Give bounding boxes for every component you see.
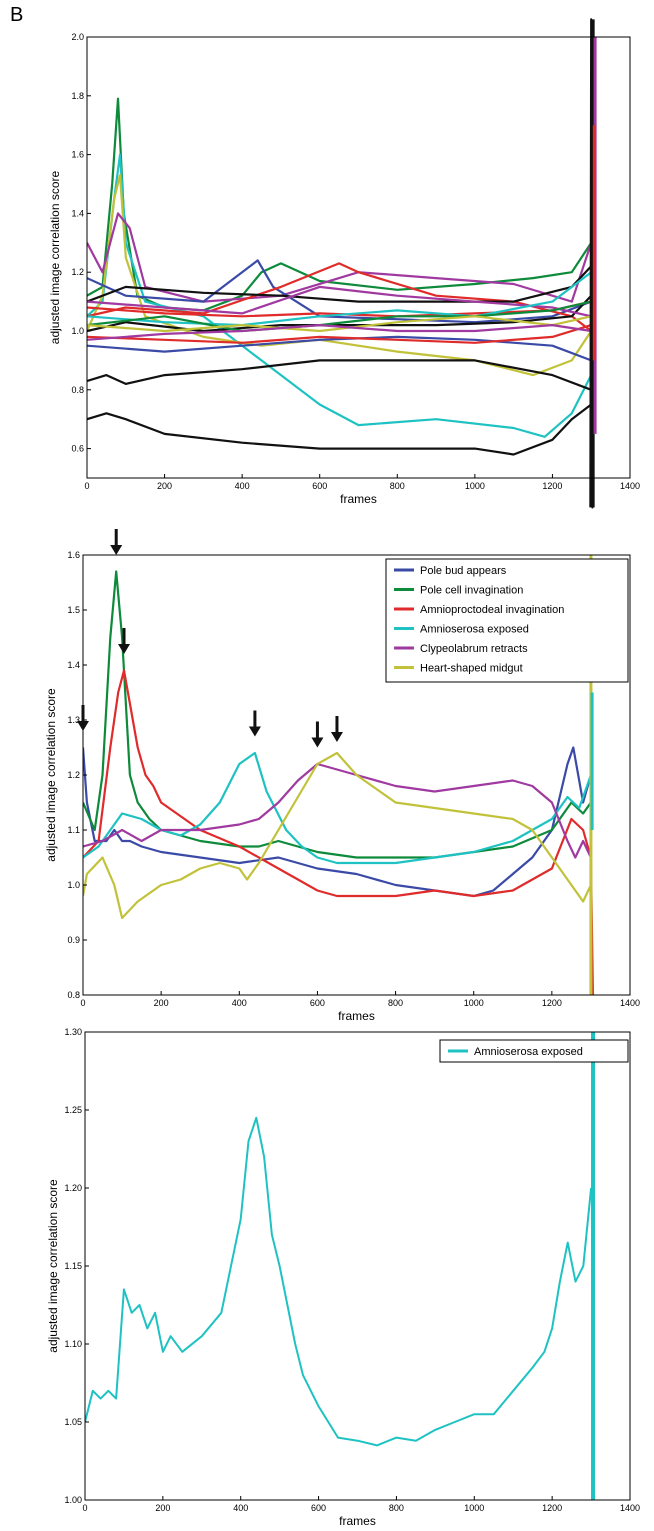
legend-label: Amnioserosa exposed bbox=[420, 624, 529, 636]
peak-arrow bbox=[118, 628, 131, 654]
peak-arrow bbox=[330, 716, 343, 742]
legend-label: Pole cell invagination bbox=[420, 585, 523, 597]
legend-label: Amnioserosa exposed bbox=[474, 1046, 583, 1058]
chart-2: 0 200 400 600 800 1000 1200 1400 0.8 0.9 1.0 1.1 1.2… bbox=[44, 529, 640, 1023]
x-tick-label: 1000 bbox=[464, 998, 484, 1008]
y-tick-label: 0.9 bbox=[67, 935, 80, 945]
x-tick-label: 800 bbox=[390, 481, 405, 491]
y-tick-label: 1.2 bbox=[67, 770, 80, 780]
series-line-3 bbox=[83, 669, 594, 996]
legend: Amnioserosa exposed bbox=[439, 1039, 629, 1063]
panel-label: B bbox=[10, 4, 24, 26]
series-line-9 bbox=[87, 265, 593, 303]
peak-arrow bbox=[248, 710, 261, 737]
x-tick-label: 600 bbox=[310, 998, 325, 1008]
series-line-2 bbox=[83, 570, 592, 859]
x-axis-label: frames bbox=[339, 1514, 376, 1528]
y-tick-label: 2.0 bbox=[71, 32, 84, 42]
series-line-16 bbox=[87, 315, 592, 333]
y-axis-label: adjusted image correlation score bbox=[46, 1179, 60, 1353]
y-tick-label: 1.05 bbox=[64, 1417, 82, 1427]
y-tick-label: 1.6 bbox=[71, 150, 84, 160]
y-tick-label: 1.1 bbox=[67, 825, 80, 835]
series-line-4 bbox=[87, 212, 593, 303]
x-tick-label: 800 bbox=[389, 1503, 404, 1513]
x-axis-label: frames bbox=[338, 1009, 375, 1023]
series-group bbox=[85, 1032, 596, 1500]
x-tick-label: 1000 bbox=[464, 1503, 484, 1513]
y-tick-label: 1.10 bbox=[64, 1339, 82, 1349]
series-group bbox=[87, 18, 595, 509]
y-tick-label: 0.8 bbox=[67, 990, 80, 1000]
legend: Pole bud appears Pole cell invagination Am… bbox=[385, 558, 629, 683]
x-tick-label: 1200 bbox=[542, 481, 562, 491]
chart-3: 0 200 400 600 800 1000 1200 1400 1.00 1.05 1.10 1.1… bbox=[46, 1027, 640, 1528]
chart-1: 0 200 400 600 800 1000 1200 1400 0.6 0.8 1.0 1.2 1.4… bbox=[48, 18, 640, 509]
y-tick-label: 1.5 bbox=[67, 605, 80, 615]
x-tick-label: 600 bbox=[312, 481, 327, 491]
y-tick-label: 1.4 bbox=[71, 208, 84, 218]
series-line-12 bbox=[87, 285, 592, 318]
x-tick-label: 0 bbox=[82, 1503, 87, 1513]
series-group bbox=[83, 555, 594, 996]
x-tick-label: 0 bbox=[84, 481, 89, 491]
x-tick-label: 1400 bbox=[620, 481, 640, 491]
y-tick-label: 1.00 bbox=[64, 1495, 82, 1505]
series-line-1 bbox=[85, 1116, 593, 1447]
y-tick-label: 1.0 bbox=[67, 880, 80, 890]
y-tick-label: 1.20 bbox=[64, 1183, 82, 1193]
y-tick-label: 1.30 bbox=[64, 1027, 82, 1037]
x-axis-label: frames bbox=[340, 492, 377, 506]
series-line-6 bbox=[83, 751, 592, 920]
peak-arrow bbox=[77, 705, 89, 731]
y-axis-label: adjusted image correlation score bbox=[48, 170, 62, 344]
x-tick-label: 1000 bbox=[465, 481, 485, 491]
x-tick-label: 400 bbox=[233, 1503, 248, 1513]
x-tick-label: 1200 bbox=[542, 1503, 562, 1513]
y-tick-label: 0.6 bbox=[71, 444, 84, 454]
x-tick-label: 1400 bbox=[620, 998, 640, 1008]
series-line-14 bbox=[87, 300, 592, 333]
x-tick-label: 1200 bbox=[542, 998, 562, 1008]
legend-label: Heart-shaped midgut bbox=[420, 663, 523, 675]
x-tick-label: 200 bbox=[154, 998, 169, 1008]
series-line-8 bbox=[87, 359, 592, 391]
series-line-6 bbox=[87, 262, 592, 332]
peak-arrow bbox=[110, 529, 123, 555]
y-tick-label: 1.25 bbox=[64, 1105, 82, 1115]
legend-label: Pole bud appears bbox=[420, 565, 507, 577]
series-line-17 bbox=[87, 324, 592, 344]
series-line-7 bbox=[87, 403, 592, 456]
y-tick-label: 1.2 bbox=[71, 267, 84, 277]
x-tick-label: 200 bbox=[157, 481, 172, 491]
legend-label: Amnioproctodeal invagination bbox=[420, 604, 564, 616]
series-line-13 bbox=[87, 271, 592, 327]
x-tick-label: 0 bbox=[80, 998, 85, 1008]
series-line-3 bbox=[87, 174, 593, 377]
y-tick-label: 1.3 bbox=[67, 715, 80, 725]
x-tick-label: 200 bbox=[155, 1503, 170, 1513]
peak-arrow bbox=[311, 721, 324, 748]
y-tick-label: 1.0 bbox=[71, 326, 84, 336]
series-line-18 bbox=[87, 324, 592, 341]
x-tick-label: 800 bbox=[388, 998, 403, 1008]
y-tick-label: 0.8 bbox=[71, 385, 84, 395]
series-line-2 bbox=[87, 153, 593, 438]
y-tick-label: 1.8 bbox=[71, 91, 84, 101]
legend-label: Clypeolabrum retracts bbox=[420, 643, 528, 655]
series-line-5 bbox=[83, 762, 592, 859]
x-tick-label: 1400 bbox=[620, 1503, 640, 1513]
x-tick-label: 400 bbox=[232, 998, 247, 1008]
plot-frame bbox=[86, 36, 631, 479]
y-tick-label: 1.4 bbox=[67, 660, 80, 670]
x-tick-label: 600 bbox=[311, 1503, 326, 1513]
y-tick-label: 1.6 bbox=[67, 550, 80, 560]
x-tick-label: 400 bbox=[235, 481, 250, 491]
y-tick-label: 1.15 bbox=[64, 1261, 82, 1271]
series-line-10 bbox=[87, 294, 593, 333]
y-axis-label: adjusted image correlation score bbox=[44, 688, 58, 862]
plot-frame bbox=[84, 1031, 631, 1501]
